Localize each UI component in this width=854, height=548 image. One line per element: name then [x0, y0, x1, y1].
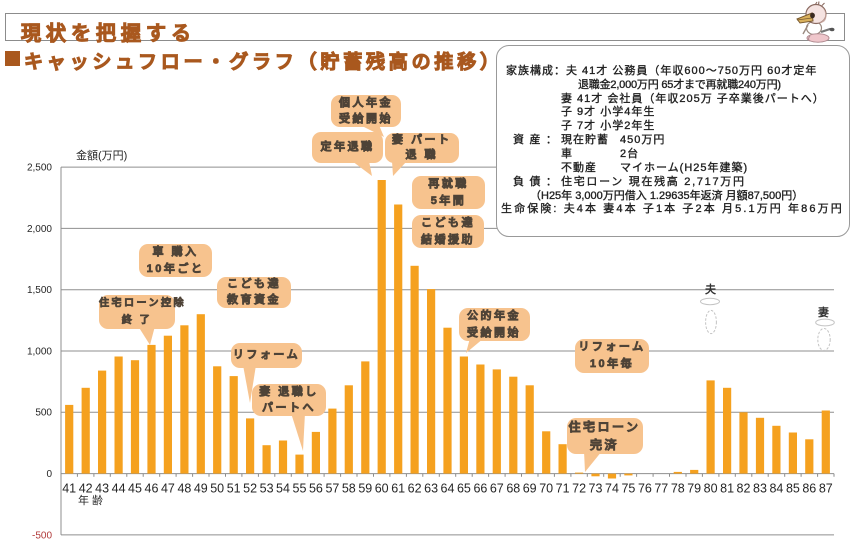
svg-text:44: 44 — [112, 482, 126, 496]
svg-text:87: 87 — [819, 482, 833, 496]
svg-text:妻: 妻 — [818, 305, 829, 319]
svg-text:46: 46 — [145, 482, 159, 496]
svg-text:42: 42 — [79, 482, 93, 496]
svg-text:48: 48 — [177, 482, 191, 496]
svg-text:75: 75 — [621, 482, 635, 496]
svg-text:67: 67 — [490, 482, 504, 496]
svg-text:2,000: 2,000 — [27, 224, 52, 235]
svg-text:62: 62 — [408, 482, 422, 496]
svg-text:41: 41 — [62, 482, 76, 496]
svg-text:83: 83 — [753, 482, 767, 496]
svg-text:73: 73 — [589, 482, 603, 496]
svg-text:79: 79 — [687, 482, 701, 496]
svg-text:1,000: 1,000 — [27, 346, 52, 357]
svg-text:500: 500 — [35, 408, 52, 419]
svg-text:1,500: 1,500 — [27, 285, 52, 296]
svg-text:47: 47 — [161, 482, 175, 496]
svg-text:63: 63 — [424, 482, 438, 496]
svg-text:53: 53 — [260, 482, 274, 496]
svg-text:82: 82 — [737, 482, 751, 496]
svg-text:65: 65 — [457, 482, 471, 496]
svg-text:71: 71 — [556, 482, 570, 496]
svg-text:77: 77 — [654, 482, 668, 496]
svg-text:57: 57 — [325, 482, 339, 496]
svg-text:70: 70 — [539, 482, 553, 496]
svg-text:72: 72 — [572, 482, 586, 496]
svg-text:51: 51 — [227, 482, 241, 496]
svg-text:58: 58 — [342, 482, 356, 496]
svg-text:81: 81 — [720, 482, 734, 496]
svg-text:80: 80 — [704, 482, 718, 496]
svg-text:43: 43 — [95, 482, 109, 496]
svg-text:50: 50 — [210, 482, 224, 496]
svg-text:85: 85 — [786, 482, 800, 496]
svg-text:夫: 夫 — [705, 282, 717, 296]
svg-text:54: 54 — [276, 482, 290, 496]
svg-text:78: 78 — [671, 482, 685, 496]
svg-text:49: 49 — [194, 482, 208, 496]
svg-text:84: 84 — [769, 482, 783, 496]
svg-text:52: 52 — [243, 482, 257, 496]
svg-text:68: 68 — [506, 482, 520, 496]
svg-text:45: 45 — [128, 482, 142, 496]
svg-text:2,500: 2,500 — [27, 163, 52, 174]
svg-text:56: 56 — [309, 482, 323, 496]
svg-text:64: 64 — [441, 482, 455, 496]
svg-text:69: 69 — [523, 482, 537, 496]
svg-text:66: 66 — [473, 482, 487, 496]
svg-text:0: 0 — [46, 469, 52, 480]
svg-text:76: 76 — [638, 482, 652, 496]
svg-text:60: 60 — [375, 482, 389, 496]
svg-text:59: 59 — [358, 482, 372, 496]
svg-text:-500: -500 — [32, 530, 52, 541]
svg-text:55: 55 — [293, 482, 307, 496]
svg-text:86: 86 — [802, 482, 816, 496]
svg-text:61: 61 — [391, 482, 405, 496]
svg-text:74: 74 — [605, 482, 619, 496]
